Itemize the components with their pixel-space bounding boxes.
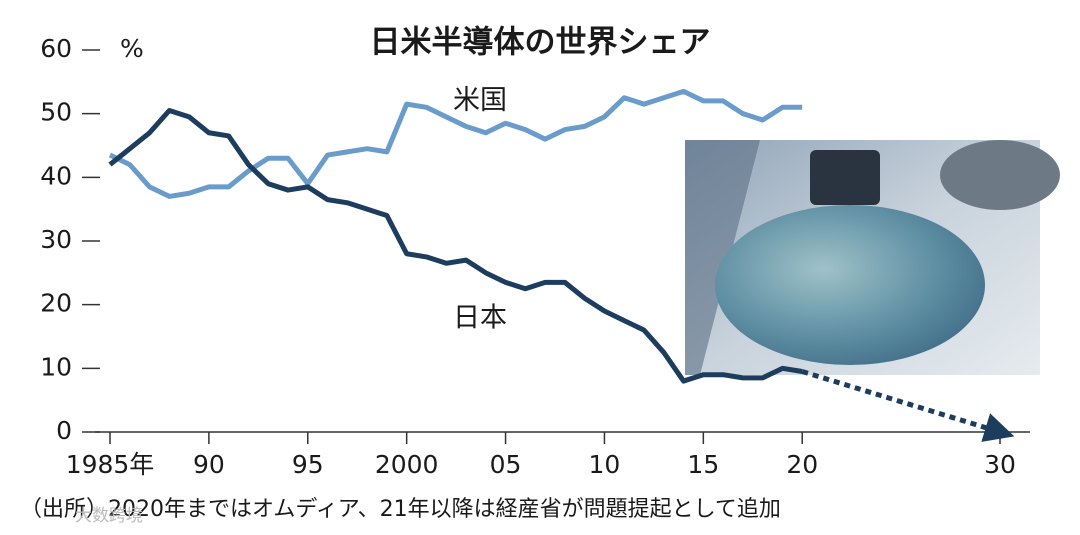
y-tick-label: 40	[40, 161, 72, 190]
chart-title: 日米半導体の世界シェア	[370, 25, 711, 61]
x-tick-label: 05	[490, 450, 522, 479]
y-tick-label: 60	[40, 34, 72, 63]
source-note: （出所）2020年まではオムディア、21年以降は経産省が問題提起として追加	[20, 497, 781, 522]
series-label: 米国	[453, 85, 507, 116]
photo	[685, 140, 1060, 375]
y-tick-label: 10	[40, 352, 72, 381]
x-tick-label: 10	[589, 450, 621, 479]
y-unit: %	[120, 34, 144, 63]
x-tick-label: 1985年	[66, 450, 155, 479]
x-tick-label: 90	[193, 450, 225, 479]
x-tick-label: 95	[292, 450, 324, 479]
y-tick-label: 50	[40, 98, 72, 127]
series-line	[108, 88, 803, 199]
series-label: 日本	[453, 302, 507, 333]
y-tick-label: 30	[40, 225, 72, 254]
x-tick-label: 20	[786, 450, 818, 479]
x-tick-label: 2000	[375, 450, 439, 479]
y-tick-label: 20	[40, 289, 72, 318]
y-tick-label: 0	[56, 416, 72, 445]
projection-arrow	[801, 369, 1015, 442]
x-tick-label: 15	[687, 450, 719, 479]
watermark: 大数跨境	[75, 506, 143, 526]
series-line	[108, 107, 803, 384]
x-tick-label: 30	[984, 450, 1016, 479]
